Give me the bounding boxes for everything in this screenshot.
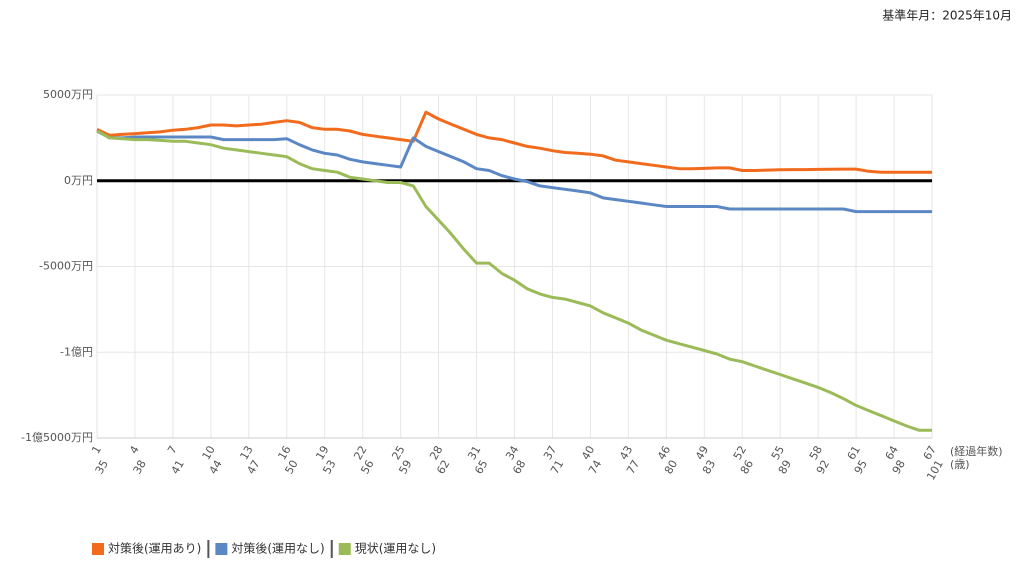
x-tick-label: 31: [465, 444, 483, 463]
x-tick-label: 52: [731, 444, 749, 463]
legend-swatch: [92, 543, 104, 555]
age-tick-label: 44: [207, 458, 225, 477]
y-tick-label: -1億円: [60, 345, 93, 358]
x-tick-label: 13: [237, 444, 255, 463]
x-tick-label: 19: [313, 444, 331, 463]
x-tick-label: 34: [503, 444, 521, 463]
x-tick-label: 49: [693, 444, 711, 463]
x-tick-label: 46: [655, 444, 673, 463]
age-tick-label: 95: [852, 458, 870, 477]
age-tick-label: 68: [510, 458, 528, 477]
x-tick-label: 58: [807, 444, 825, 463]
age-tick-label: 62: [434, 458, 452, 477]
x-tick-label: 4: [127, 444, 142, 457]
x-tick-label: 37: [541, 444, 559, 463]
x-tick-label: 1: [89, 444, 104, 457]
x-unit-label: (経過年数): [950, 444, 1003, 458]
x-tick-label: 22: [351, 444, 369, 463]
legend-label: 対策後(運用あり): [108, 542, 201, 556]
x-tick-label: 55: [769, 444, 787, 463]
age-tick-label: 83: [700, 458, 718, 477]
age-unit-label: (歳): [950, 458, 970, 471]
x-tick-label: 16: [275, 444, 293, 463]
x-tick-label: 61: [845, 444, 863, 463]
legend-separator: [207, 540, 210, 558]
age-tick-label: 47: [244, 458, 262, 477]
x-tick-label: 28: [427, 444, 445, 463]
x-tick-label: 64: [883, 444, 901, 463]
x-tick-label: 25: [389, 444, 407, 463]
age-tick-label: 101: [924, 458, 946, 483]
y-tick-label: -5000万円: [39, 260, 93, 273]
legend-separator: [330, 540, 333, 558]
age-tick-label: 86: [738, 458, 756, 477]
legend-label: 対策後(運用なし): [231, 542, 324, 556]
age-tick-label: 92: [814, 458, 832, 477]
series-line: [96, 110, 932, 174]
y-tick-label: 0万円: [64, 174, 93, 187]
age-tick-label: 50: [282, 458, 300, 477]
age-tick-label: 80: [662, 458, 680, 477]
age-tick-label: 38: [131, 458, 149, 477]
x-tick-label: 67: [921, 444, 939, 463]
age-tick-label: 53: [320, 458, 338, 477]
x-tick-label: 7: [165, 444, 180, 457]
age-tick-label: 56: [358, 458, 376, 477]
age-tick-label: 89: [776, 458, 794, 477]
age-tick-label: 71: [548, 458, 566, 477]
age-tick-label: 35: [93, 458, 111, 477]
legend-label: 現状(運用なし): [355, 542, 436, 556]
legend-swatch: [215, 543, 228, 555]
series-line: [96, 129, 932, 432]
x-tick-label: 40: [579, 444, 597, 463]
age-tick-label: 65: [472, 458, 490, 477]
age-tick-label: 41: [169, 458, 187, 477]
age-tick-label: 74: [586, 458, 604, 477]
y-tick-label: -1億5000万円: [21, 431, 93, 444]
y-tick-label: 5000万円: [43, 88, 93, 101]
series-line: [96, 129, 932, 214]
age-tick-label: 59: [396, 458, 414, 477]
x-tick-label: 10: [200, 444, 218, 463]
age-tick-label: 77: [624, 458, 642, 477]
legend-swatch: [338, 543, 351, 555]
base-date: 基準年月：2025年10月: [882, 8, 1012, 23]
legend: 対策後(運用あり) 対策後(運用なし) 現状(運用なし): [92, 540, 436, 558]
x-tick-label: 43: [617, 444, 635, 463]
age-tick-label: 98: [890, 458, 908, 477]
